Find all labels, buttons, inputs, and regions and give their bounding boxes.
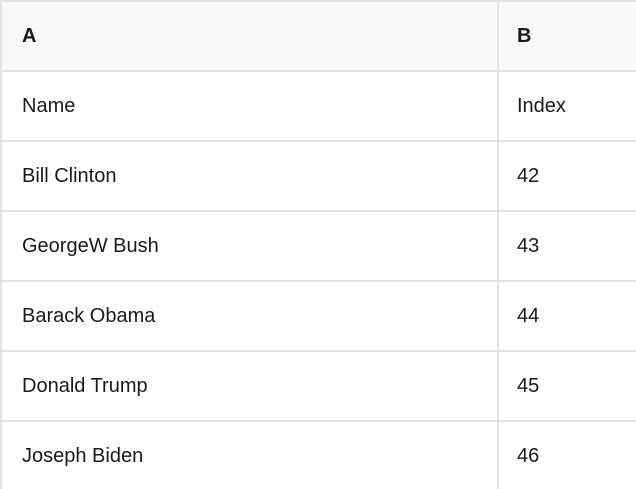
table-row: Name Index [0, 70, 636, 141]
cell-name[interactable]: Barack Obama [0, 280, 499, 351]
table-row: Barack Obama 44 [0, 280, 636, 351]
cell-name[interactable]: GeorgeW Bush [0, 210, 499, 281]
table-row: Donald Trump 45 [0, 350, 636, 421]
table-row: Bill Clinton 42 [0, 140, 636, 211]
table-row: GeorgeW Bush 43 [0, 210, 636, 281]
column-header-b[interactable]: B [498, 0, 636, 71]
cell-name[interactable]: Donald Trump [0, 350, 499, 421]
cell-index[interactable]: 45 [498, 350, 636, 421]
cell-index[interactable]: 43 [498, 210, 636, 281]
column-header-a[interactable]: A [0, 0, 499, 71]
table-row: Joseph Biden 46 [0, 420, 636, 489]
cell-index[interactable]: 42 [498, 140, 636, 211]
cell-index-header[interactable]: Index [498, 70, 636, 141]
cell-name[interactable]: Bill Clinton [0, 140, 499, 211]
cell-index[interactable]: 44 [498, 280, 636, 351]
cell-name-header[interactable]: Name [0, 70, 499, 141]
column-header-row: A B [0, 0, 636, 71]
cell-index[interactable]: 46 [498, 420, 636, 489]
cell-name[interactable]: Joseph Biden [0, 420, 499, 489]
